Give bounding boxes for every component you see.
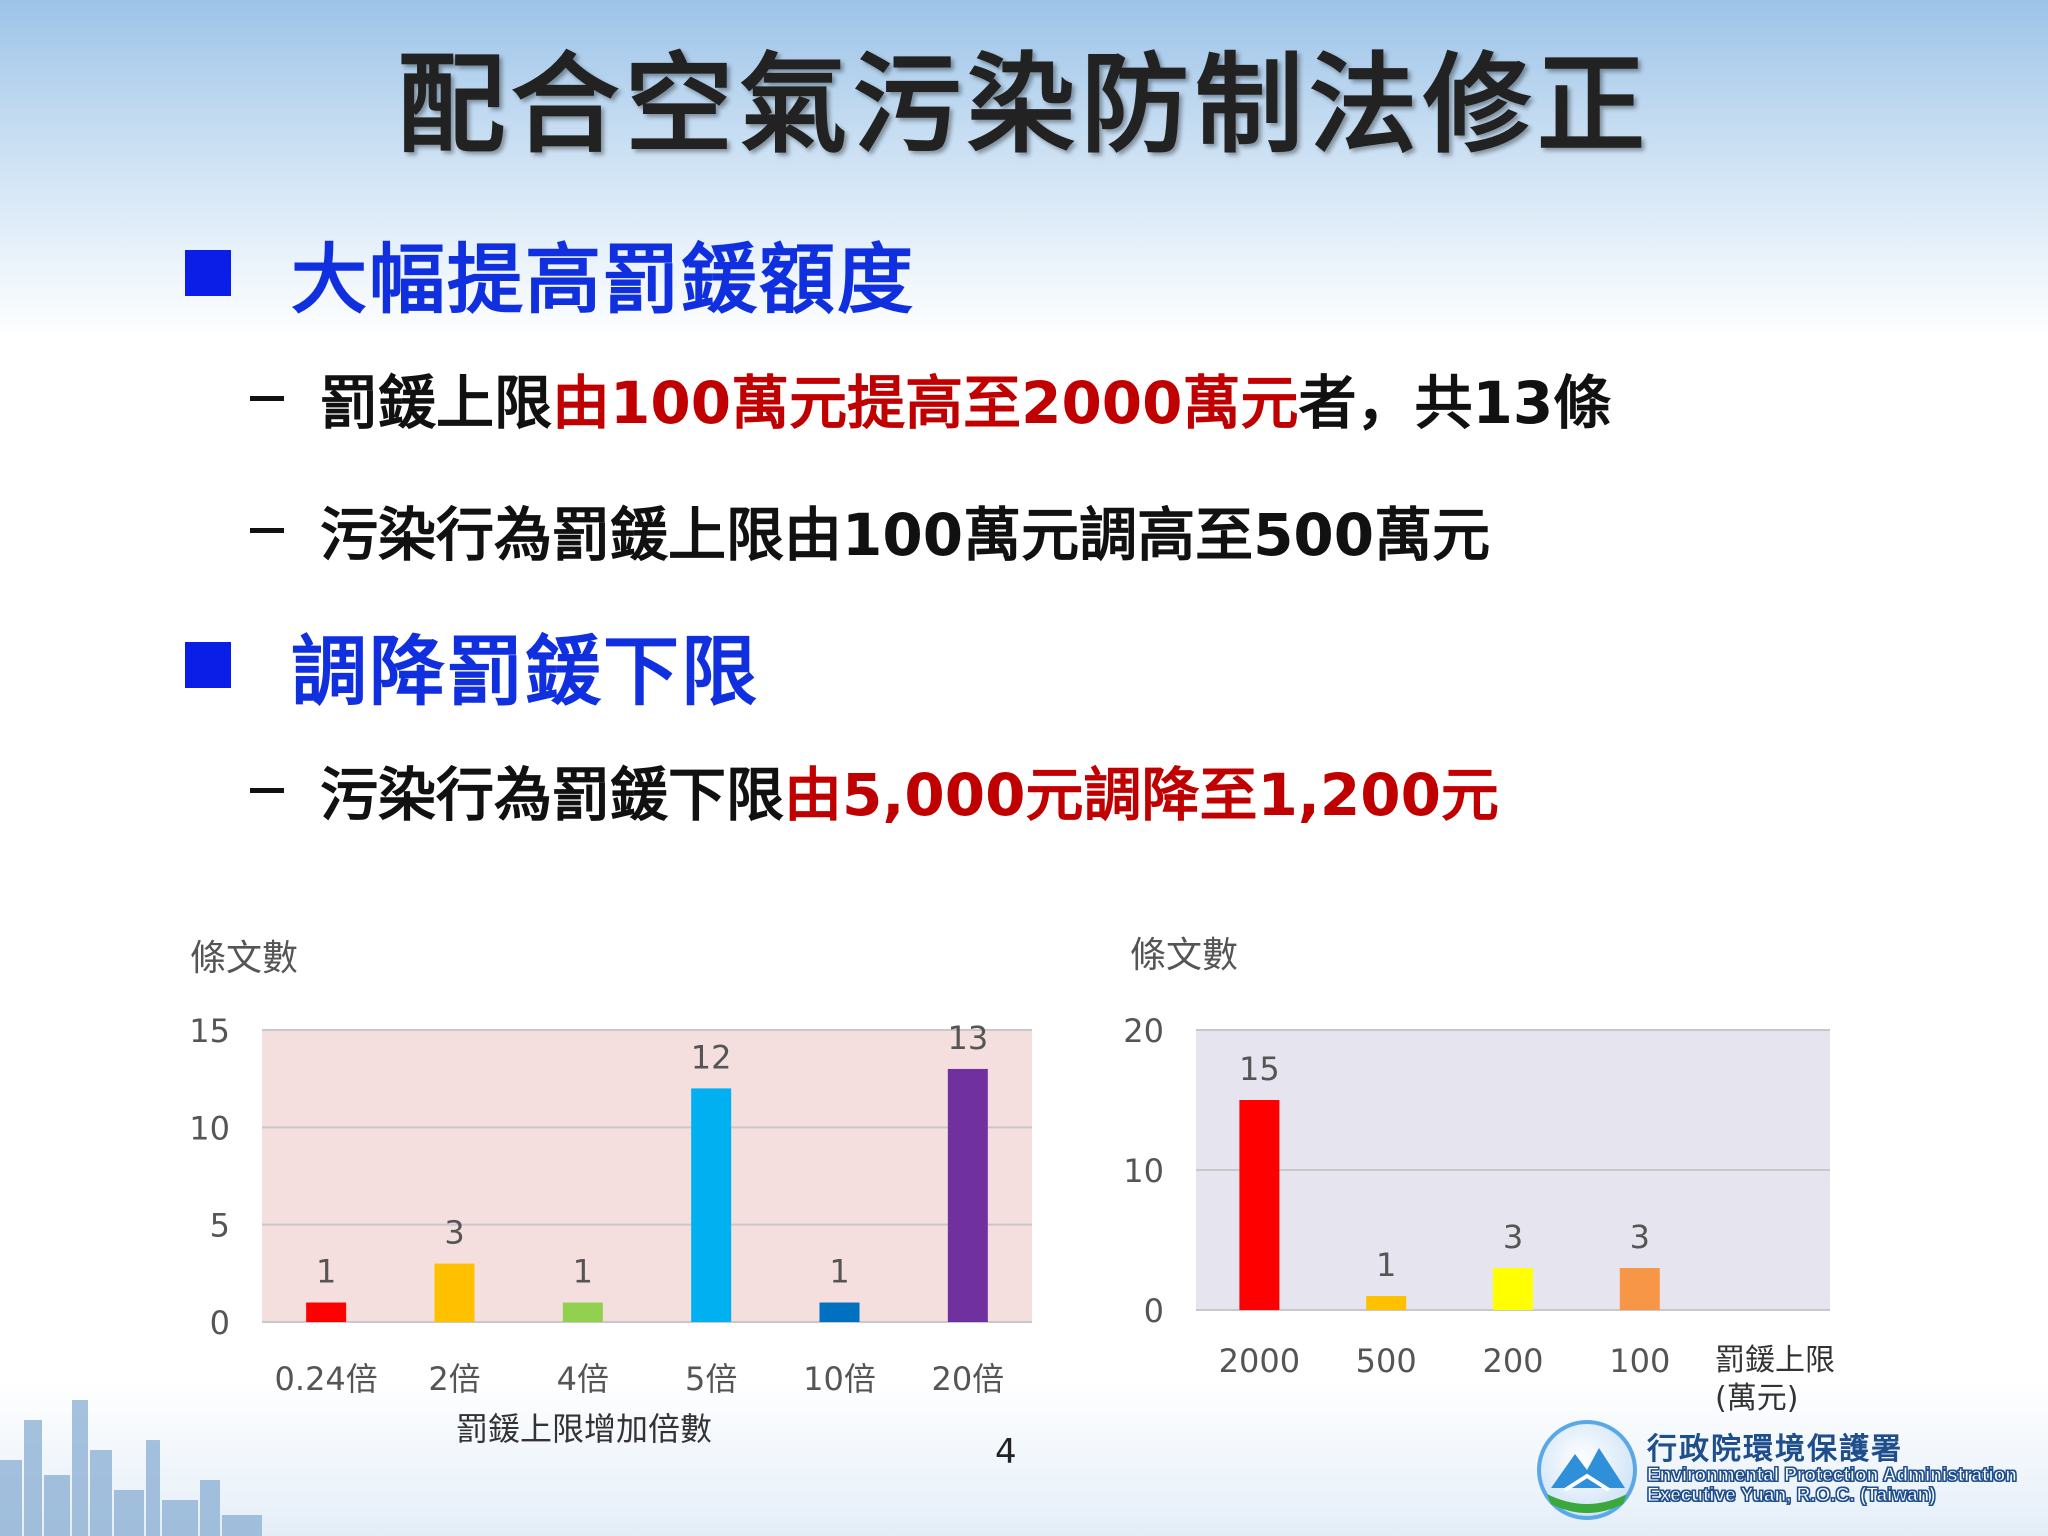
data-label: 1 <box>316 1253 336 1291</box>
y-tick-label: 20 <box>1123 1012 1164 1050</box>
data-label: 3 <box>1630 1218 1650 1256</box>
plot-area <box>262 1030 1032 1322</box>
heading-2-text: 調降罰鍰下限 <box>291 627 759 716</box>
data-label: 12 <box>691 1038 732 1076</box>
x-tick-label: 4倍 <box>557 1360 609 1398</box>
bar <box>691 1088 732 1322</box>
data-label: 3 <box>1503 1218 1523 1256</box>
data-label: 3 <box>444 1214 464 1252</box>
x-tick-label: 20倍 <box>931 1360 1004 1398</box>
sub-bullet-3-b: 由5,000元調降至1,200元 <box>784 761 1499 829</box>
square-bullet-icon <box>185 250 231 296</box>
heading-1-text: 大幅提高罰鍰額度 <box>291 235 915 324</box>
y-tick-label: 0 <box>1144 1292 1164 1330</box>
bar <box>1493 1268 1533 1310</box>
multiplier-bar-chart: 0 5 10 15 1 0.24倍 3 2倍 1 4倍 12 5倍 1 10倍 13 20倍 條文數罰鍰上限增加… <box>189 938 1032 1448</box>
x-tick-label: 10倍 <box>803 1360 876 1398</box>
y-axis-title: 條文數 <box>190 938 298 979</box>
sub-bullet-1-b: 由100萬元提高至2000萬元 <box>552 369 1299 437</box>
bar <box>562 1302 603 1322</box>
logo-english-line1: Environmental Protection Administration <box>1647 1464 2018 1486</box>
x-axis-title: 罰鍰上限增加倍數 <box>456 1410 712 1448</box>
y-axis-title: 條文數 <box>1130 935 1238 976</box>
square-bullet-icon <box>185 642 231 688</box>
x-tick-label: 0.24倍 <box>275 1360 378 1398</box>
city-skyline-graphic <box>0 1400 262 1536</box>
epa-logo: 行政院環境保護署 Environmental Protection Admini… <box>1535 1418 2017 1522</box>
data-label: 1 <box>573 1253 593 1291</box>
sub-bullet-1-c: 者，共13條 <box>1298 369 1612 437</box>
sub-bullet-2: 污染行為罰鍰上限由100萬元調高至500萬元 <box>250 488 1490 572</box>
slide-title: 配合空氣污染防制法修正 <box>396 43 1651 168</box>
bar <box>819 1302 860 1322</box>
sub-bullet-1-a: 罰鍰上限 <box>320 369 553 437</box>
bar <box>1619 1268 1660 1310</box>
y-tick-label: 10 <box>189 1109 230 1147</box>
bullet-heading-1: 大幅提高罰鍰額度 <box>185 218 915 328</box>
dash-bullet-icon <box>250 787 284 793</box>
bar <box>434 1263 475 1322</box>
data-label: 13 <box>947 1019 988 1057</box>
x-tick-label: 100 <box>1609 1342 1670 1380</box>
bar <box>1239 1100 1280 1310</box>
bar <box>306 1302 347 1322</box>
data-label: 15 <box>1239 1050 1280 1088</box>
y-tick-label: 15 <box>189 1012 230 1050</box>
bar <box>947 1068 988 1322</box>
y-tick-label: 5 <box>210 1207 230 1245</box>
logo-english-line2: Executive Yuan, R.O.C. (Taiwan) <box>1647 1484 1937 1506</box>
page-number: 4 <box>995 1432 1017 1472</box>
dash-bullet-icon <box>250 395 284 401</box>
x-tick-label: 200 <box>1482 1342 1543 1380</box>
x-tick-label: 500 <box>1356 1342 1417 1380</box>
sub-bullet-2-text: 污染行為罰鍰上限由100萬元調高至500萬元 <box>320 501 1491 569</box>
bar <box>1366 1296 1407 1310</box>
bullet-heading-2: 調降罰鍰下限 <box>185 610 759 720</box>
x-axis-title-line1: 罰鍰上限 <box>1715 1343 1835 1378</box>
y-tick-label: 10 <box>1123 1152 1164 1190</box>
sub-bullet-3-a: 污染行為罰鍰下限 <box>320 761 785 829</box>
x-tick-label: 2倍 <box>428 1360 480 1398</box>
x-axis-title-line2: (萬元) <box>1715 1381 1798 1416</box>
sub-bullet-1: 罰鍰上限 由100萬元提高至2000萬元 者，共13條 <box>250 356 1611 440</box>
data-label: 1 <box>829 1253 849 1291</box>
x-tick-label: 2000 <box>1219 1342 1300 1380</box>
data-label: 1 <box>1376 1246 1396 1284</box>
x-tick-label: 5倍 <box>685 1360 737 1398</box>
y-tick-label: 0 <box>210 1304 230 1342</box>
dash-bullet-icon <box>250 527 284 533</box>
sub-bullet-3: 污染行為罰鍰下限 由5,000元調降至1,200元 <box>250 748 1499 832</box>
logo-chinese-name: 行政院環境保護署 <box>1647 1432 1903 1468</box>
epa-emblem-icon <box>1537 1420 1637 1520</box>
